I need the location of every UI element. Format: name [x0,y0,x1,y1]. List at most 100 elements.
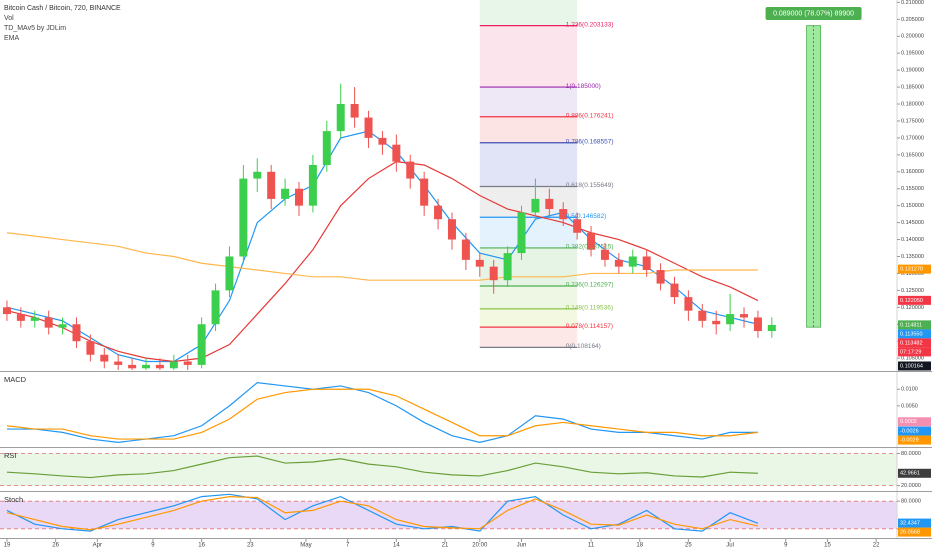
legend-entry: EMA [4,35,20,42]
indicator-line [6,381,758,443]
y-tick-label: 0.105000 [901,356,924,362]
candle-body [740,314,749,318]
candle-body [392,144,401,162]
x-tick-label: 26 [52,543,59,549]
indicator-line [6,388,759,440]
candle-body [726,314,735,325]
axis-tag-label: 0.0002 [900,419,917,425]
y-tick-label: 0.200000 [901,34,924,40]
axis-tag [898,347,931,357]
x-tick-label: 7 [346,543,350,549]
axis-tag-label: 0.100164 [900,363,923,369]
candle-body [698,310,707,321]
candle-body [573,219,582,233]
fib-label: 0(0.108164) [566,343,601,350]
y-tick-label: 0.180000 [901,101,924,107]
axis-tag [898,417,931,427]
fib-band [479,142,578,187]
x-tick-label: 11 [588,543,595,549]
y-tick-label: 0.170000 [901,135,924,141]
candle-body [406,161,415,179]
x-tick-label: 22 [873,543,880,549]
axis-tag [898,338,931,348]
y-tick-label: 0.210000 [901,0,924,6]
candle-body [169,361,178,369]
y-tick-label: 80.0000 [901,499,921,505]
legend-entry: TD_MAv5 by JDLim [4,25,66,32]
axis-tag-label: 42.9661 [900,471,920,477]
y-tick-label: 80.0000 [901,451,921,457]
candle-body [239,178,248,257]
candle-body [253,171,262,179]
axis-tag-label: 0.131270 [900,267,923,273]
candle-body [142,364,151,369]
fib-label: 1(0.185000) [566,83,601,90]
y-tick-label: 0.175000 [901,118,924,124]
y-tick-label: 0.125000 [901,288,924,294]
x-tick-label: 9 [784,543,788,549]
y-tick-label: 0.120000 [901,305,924,311]
axis-tag [898,361,931,371]
fib-label: 0.236(0.126297) [566,282,614,289]
fib-label: 0.886(0.176241) [566,112,614,119]
candle-body [16,314,25,321]
fib-band [479,327,578,348]
x-tick-label: 19 [4,543,11,549]
x-tick-label: 20:00 [472,543,488,549]
x-tick-label: Apr [93,543,102,549]
y-tick-label: 0.165000 [901,152,924,158]
axis-tag [898,264,931,274]
fib-label: 1.236(0.203133) [566,21,614,28]
y-tick-label: 0.155000 [901,186,924,192]
panel-title: Stoch [4,495,23,504]
axis-tag-label: -0.0029 [900,438,919,444]
axis-tag-label: -0.0026 [900,429,919,435]
legend-entry: Vol [4,15,14,22]
candle-body [614,259,623,267]
candle-body [197,324,206,365]
fib-band [479,116,578,143]
fib-label: 0.786(0.168557) [566,139,614,146]
axis-tag [898,320,931,330]
fib-label: 0.078(0.114157) [566,323,613,330]
axis-tag-label: 0.113550 [900,331,923,337]
y-tick-label: 0.0100 [901,387,918,393]
x-tick-label: 18 [636,543,643,549]
x-tick-label: Jul [726,543,734,549]
candle-body [503,253,512,281]
candle-body [517,212,526,254]
measure-label: 0.089000 (78.07%) 89900 [773,10,854,17]
candle-body [155,364,164,369]
candle-body [475,259,484,267]
axis-tag [898,518,931,528]
fib-label: 0.5(0.146582) [566,213,606,220]
axis-tag-label: 32.4347 [900,521,920,527]
y-tick-label: 0.195000 [901,51,924,57]
candle-body [58,324,67,328]
candle-body [447,219,456,240]
fib-band [479,25,578,88]
y-tick-label: 0.205000 [901,17,924,23]
y-tick-label: 0.190000 [901,68,924,74]
candle-body [44,317,53,328]
candle-body [753,317,762,332]
axis-tag [898,426,931,436]
candle-body [100,354,109,362]
x-tick-label: 23 [247,543,254,549]
x-tick-label: 21 [442,543,449,549]
candle-body [114,361,123,365]
candle-body [712,320,721,325]
axis-tag-label: 0.122050 [900,298,923,304]
candle-body [308,165,317,206]
candle-body [531,198,540,213]
fib-band [479,87,578,117]
indicator-line [6,495,759,531]
fib-top-fill [479,0,578,26]
axis-tag-label: 0.114811 [900,322,922,328]
moving-average-line [6,160,759,363]
candle-body [656,270,665,284]
candle-body [420,178,429,206]
axis-tag [898,527,931,537]
axis-tag [898,435,931,445]
